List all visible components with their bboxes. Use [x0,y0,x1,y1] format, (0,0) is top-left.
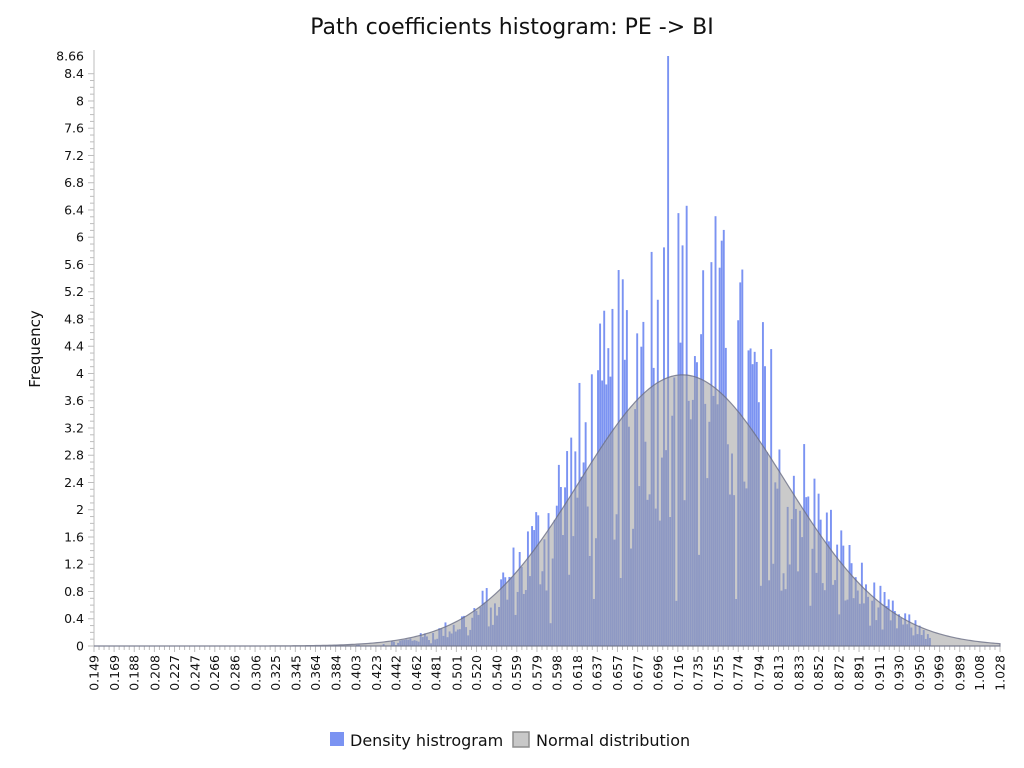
y-tick-label: 8.4 [64,66,84,81]
y-tick-label: 3.6 [64,393,84,408]
y-tick-label: 2.8 [64,448,84,463]
x-tick-label: 1.008 [972,655,987,691]
y-tick-label: 4.4 [64,339,84,354]
legend-label-normal: Normal distribution [536,731,690,750]
x-tick-label: 0.794 [751,655,766,691]
x-tick-label: 0.911 [872,655,887,691]
y-tick-label: 4 [76,366,84,381]
x-tick-label: 0.345 [289,655,304,691]
x-tick-label: 0.852 [811,655,826,691]
y-tick-label: 6 [76,230,84,245]
x-tick-label: 0.520 [469,655,484,691]
x-tick-label: 0.735 [691,655,706,691]
x-tick-label: 0.227 [167,655,182,691]
x-tick-label: 0.716 [671,655,686,691]
x-tick-label: 0.598 [549,655,564,691]
y-tick-label: 8 [76,93,84,108]
x-tick-label: 0.403 [348,655,363,691]
x-tick-label: 0.364 [308,655,323,691]
x-tick-label: 0.442 [389,655,404,691]
x-tick-label: 0.149 [87,655,102,691]
x-tick-label: 0.891 [851,655,866,691]
y-tick-label: 5.2 [64,284,84,299]
x-tick-label: 0.930 [891,655,906,691]
x-tick-label: 0.950 [912,655,927,691]
y-tick-label: 7.2 [64,148,84,163]
y-axis-label: Frequency [26,310,44,388]
x-tick-label: 0.286 [228,655,243,691]
x-tick-label: 0.423 [369,655,384,691]
x-tick-label: 0.872 [832,655,847,691]
legend-swatch-normal [512,731,530,748]
x-tick-label: 0.677 [631,655,646,691]
y-tick-label: 2 [76,502,84,517]
x-tick-label: 0.969 [932,655,947,691]
x-tick-label: 0.833 [792,655,807,691]
x-axis: 0.149 0.169 0.188 0.208 0.227 0.247 0.266 0.286… [87,645,1008,691]
x-tick-label: 0.208 [147,655,162,691]
normal-distribution-curve [94,374,1001,647]
x-tick-label: 0.774 [731,655,746,691]
y-tick-label: 0 [76,639,84,654]
x-tick-label: 0.481 [429,655,444,691]
y-tick-label: 6.8 [64,175,84,190]
y-tick-label: 6.4 [64,202,84,217]
y-tick-label: 5.6 [64,257,84,272]
x-tick-label: 0.637 [589,655,604,691]
legend-swatch-histogram [330,732,344,746]
x-tick-label: 0.579 [530,655,545,691]
x-tick-label: 0.462 [409,655,424,691]
legend-label-histogram: Density histrogram [350,731,503,750]
legend: Density histrogram Normal distribution [330,731,690,750]
x-tick-label: 0.696 [650,655,665,691]
x-tick-label: 0.501 [449,655,464,691]
y-tick-label: 3.2 [64,420,84,435]
chart-title: Path coefficients histogram: PE -> BI [310,15,714,40]
y-tick-label: 1.6 [64,529,84,544]
y-axis: 0 0.4 0.8 1.2 1.6 2 2.4 2.8 3.2 3.6 4 4.4 4.8 5.2 5.6 6… [56,49,95,654]
normal-distribution-area [94,374,1001,647]
histogram-bar [667,56,670,646]
x-tick-label: 0.540 [490,655,505,691]
x-tick-label: 0.618 [570,655,585,691]
y-tick-label: 1.2 [64,557,84,572]
x-tick-label: 0.657 [610,655,625,691]
x-tick-label: 0.188 [127,655,142,691]
y-tick-label: 8.66 [56,49,84,64]
x-tick-label: 0.755 [711,655,726,691]
x-tick-label: 0.384 [329,655,344,691]
y-tick-label: 2.4 [64,475,84,490]
y-tick-label: 0.4 [64,611,84,626]
x-tick-label: 0.266 [207,655,222,691]
x-tick-label: 1.028 [993,655,1008,691]
y-tick-label: 7.6 [64,121,84,136]
x-tick-label: 0.306 [248,655,263,691]
x-tick-label: 0.989 [952,655,967,691]
x-tick-label: 0.813 [771,655,786,691]
x-tick-label: 0.325 [268,655,283,691]
x-tick-label: 0.169 [107,655,122,691]
x-tick-label: 0.247 [188,655,203,691]
x-tick-label: 0.559 [509,655,524,691]
y-tick-label: 0.8 [64,584,84,599]
y-tick-label: 4.8 [64,311,84,326]
